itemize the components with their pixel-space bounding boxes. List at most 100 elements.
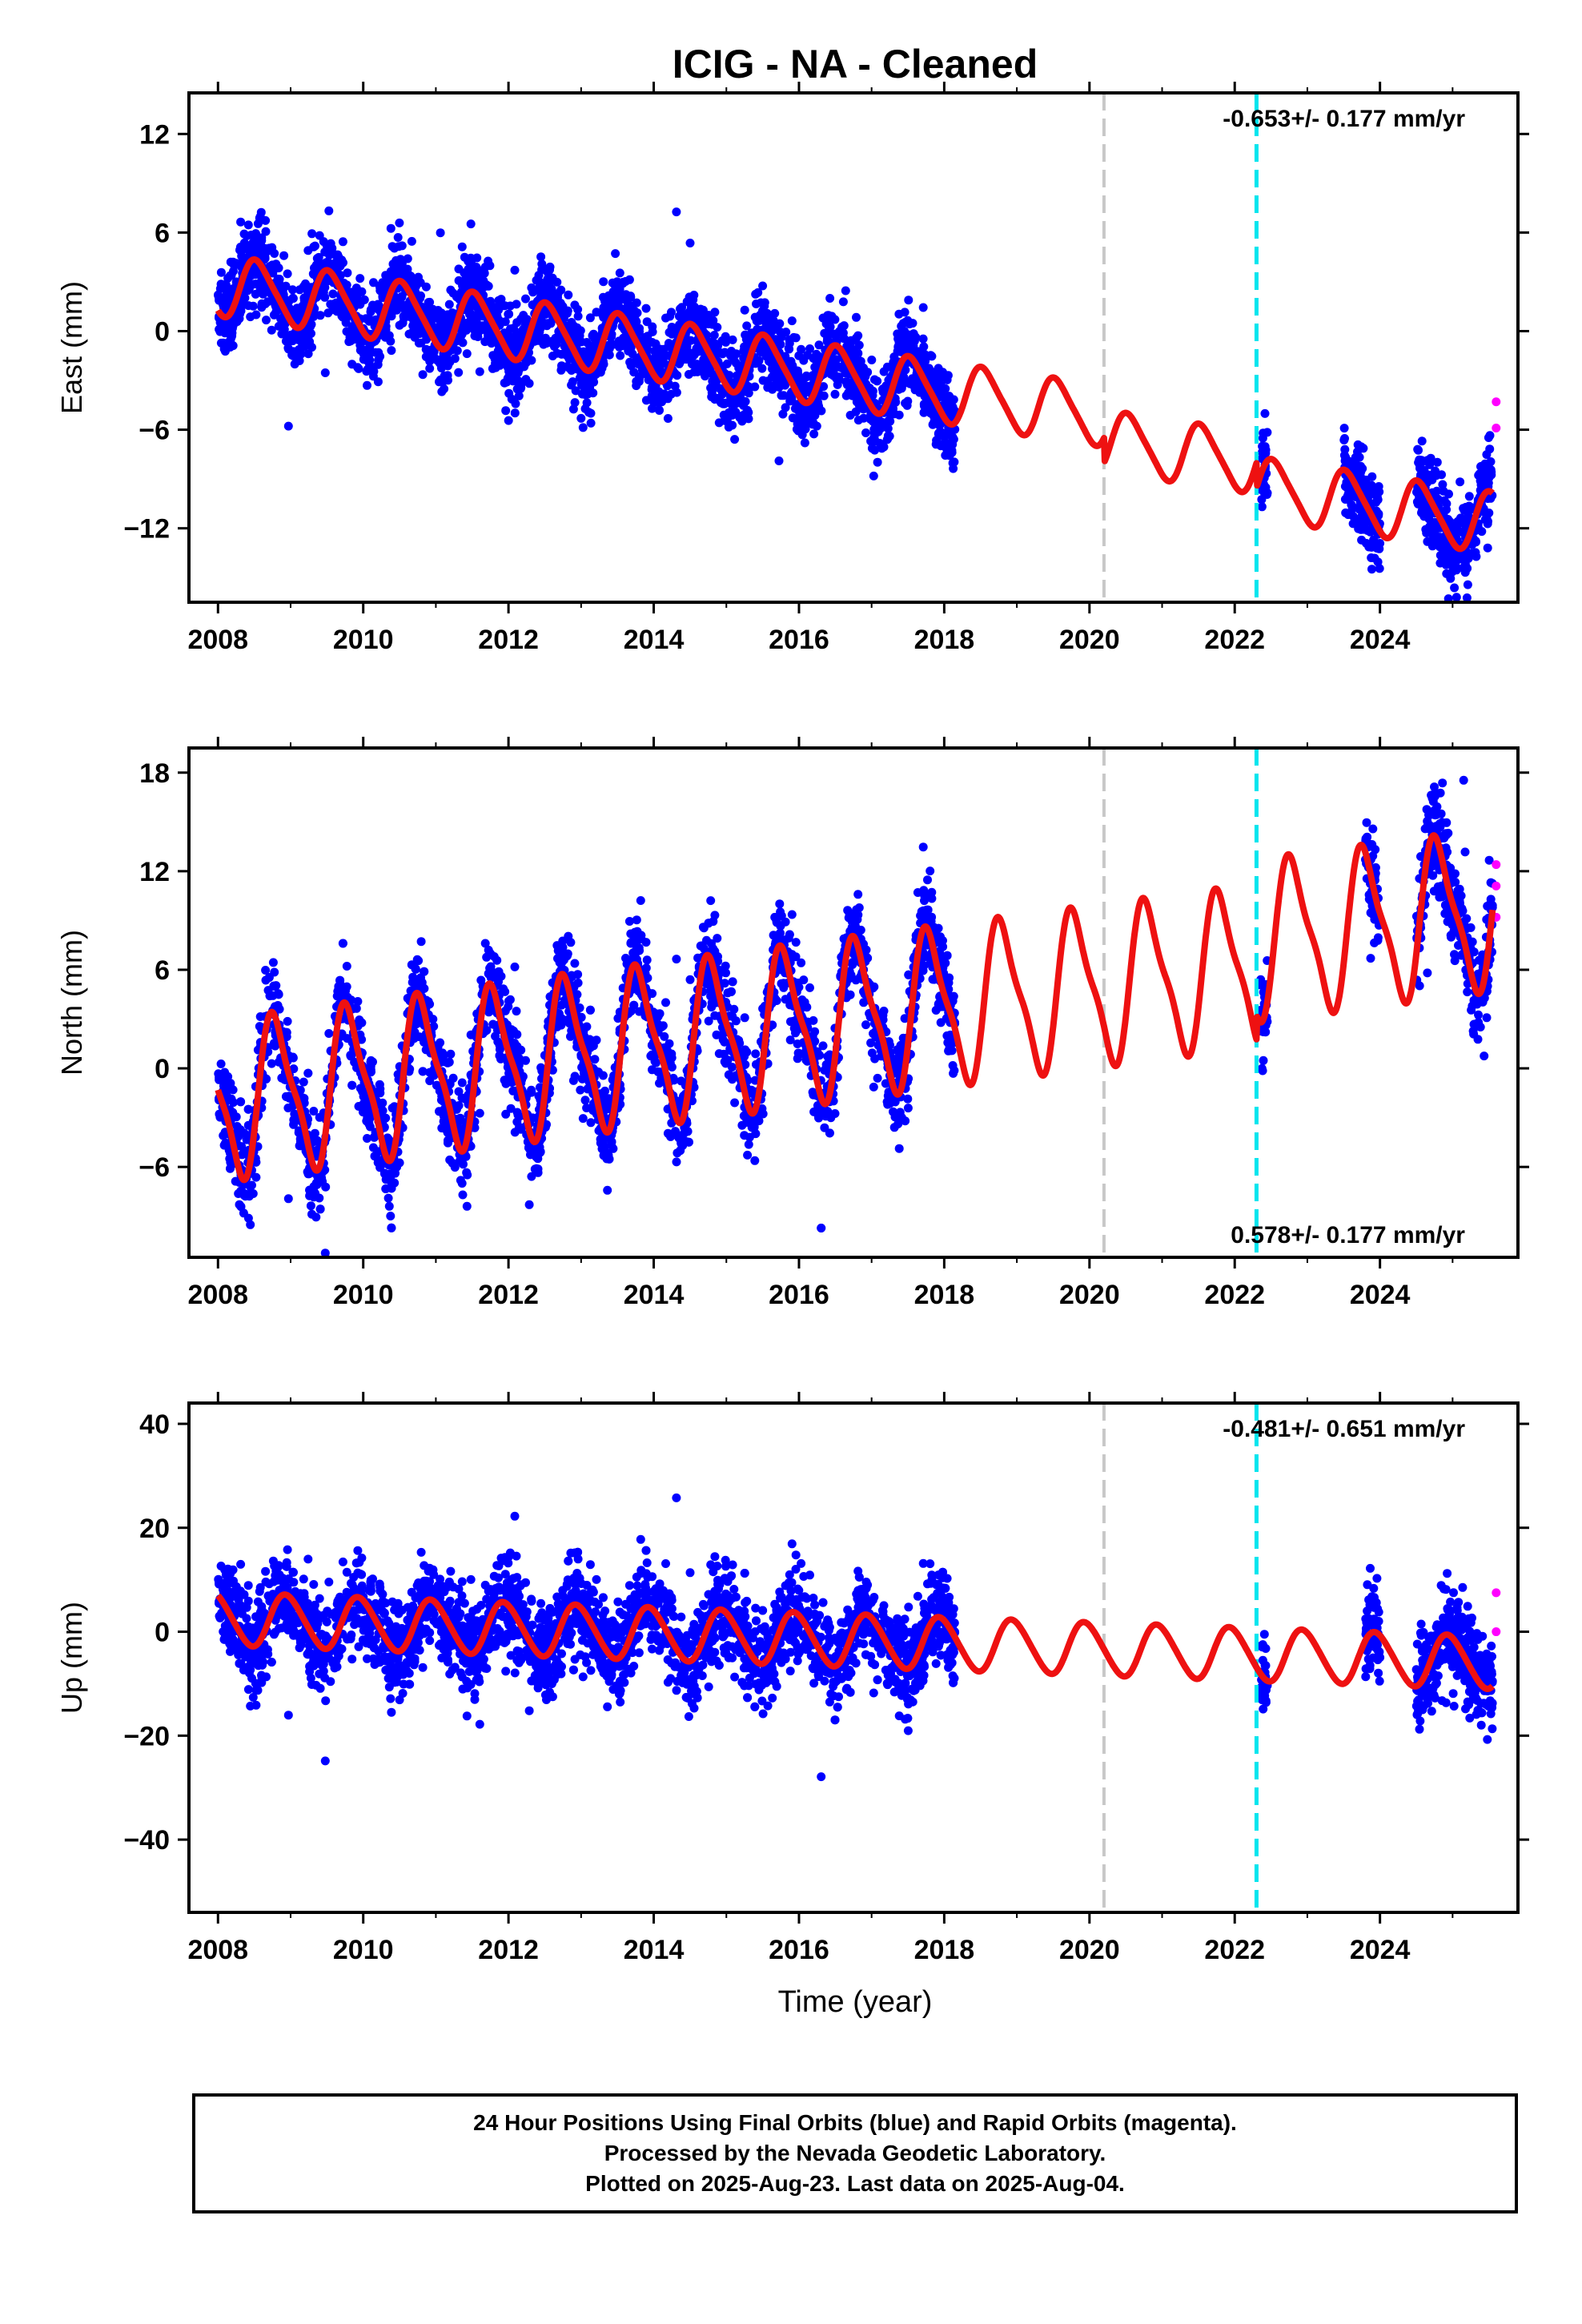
final-orbit-point — [611, 249, 620, 259]
final-orbit-point — [552, 340, 561, 349]
final-orbit-point — [442, 372, 452, 382]
y-axis-label: East (mm) — [55, 281, 88, 414]
x-tick-label: 2014 — [624, 625, 685, 655]
final-orbit-point — [1452, 521, 1461, 531]
final-orbit-point — [515, 380, 524, 390]
final-orbit-point — [793, 426, 803, 436]
final-orbit-point — [757, 364, 767, 373]
final-orbit-point — [1340, 495, 1350, 504]
final-orbit-point — [355, 300, 365, 309]
final-orbit-point — [596, 368, 605, 377]
final-orbit-point — [634, 376, 644, 386]
final-orbit-point — [1339, 424, 1349, 433]
final-orbit-point — [510, 408, 520, 418]
final-orbit-point — [308, 269, 318, 279]
final-orbit-point — [1481, 464, 1491, 473]
final-orbit-point — [685, 239, 695, 247]
final-orbit-point — [444, 300, 454, 309]
final-orbit-point — [615, 268, 624, 278]
final-orbit-point — [545, 265, 554, 275]
final-orbit-point — [788, 413, 797, 423]
x-tick-label: 2022 — [1204, 625, 1265, 655]
final-orbit-point — [269, 310, 279, 320]
final-orbit-point — [949, 435, 958, 444]
final-orbit-point — [912, 376, 921, 386]
final-orbit-point — [693, 307, 703, 316]
final-orbit-point — [707, 392, 717, 401]
final-orbit-point — [751, 289, 761, 299]
final-orbit-point — [692, 360, 701, 369]
final-orbit-point — [944, 402, 954, 412]
final-orbit-point — [763, 376, 773, 386]
final-orbit-point — [407, 236, 416, 246]
final-orbit-point — [663, 414, 673, 423]
final-orbit-point — [919, 400, 929, 409]
final-orbit-point — [837, 363, 846, 372]
final-orbit-point — [326, 300, 335, 309]
final-orbit-point — [869, 471, 878, 480]
final-orbit-point — [661, 313, 670, 323]
final-orbit-point — [848, 389, 857, 399]
final-orbit-point — [608, 340, 618, 349]
final-orbit-point — [919, 408, 929, 417]
final-orbit-point — [443, 361, 452, 371]
final-orbit-point — [853, 331, 863, 340]
final-orbit-point — [516, 314, 526, 324]
final-orbit-point — [216, 1059, 226, 1068]
final-orbit-point — [825, 322, 835, 332]
final-orbit-point — [1260, 408, 1270, 418]
final-orbit-point — [457, 1078, 467, 1088]
final-orbit-point — [573, 304, 583, 314]
final-orbit-point — [309, 1107, 319, 1116]
final-orbit-point — [737, 416, 747, 426]
x-tick-label: 2016 — [769, 625, 829, 655]
final-orbit-point — [396, 296, 405, 305]
final-orbit-point — [802, 372, 812, 381]
final-orbit-point — [608, 278, 617, 287]
final-orbit-point — [271, 261, 280, 271]
final-orbit-point — [655, 406, 664, 415]
final-orbit-point — [918, 842, 928, 852]
final-orbit-point — [875, 439, 885, 448]
final-orbit-point — [394, 242, 404, 251]
final-orbit-point — [543, 279, 552, 288]
final-orbit-point — [676, 357, 685, 367]
final-orbit-point — [586, 408, 596, 418]
final-orbit-point — [1460, 568, 1470, 577]
final-orbit-point — [458, 1190, 468, 1200]
final-orbit-point — [381, 271, 391, 280]
final-orbit-point — [676, 304, 685, 314]
final-orbit-point — [435, 377, 444, 387]
final-orbit-point — [542, 339, 551, 348]
final-orbit-point — [567, 380, 576, 390]
final-orbit-point — [588, 388, 598, 398]
final-orbit-point — [334, 305, 343, 315]
final-orbit-point — [1442, 505, 1452, 514]
final-orbit-point — [386, 223, 396, 233]
final-orbit-point — [1441, 560, 1451, 569]
final-orbit-point — [575, 331, 584, 340]
final-orbit-point — [560, 342, 569, 352]
final-orbit-point — [873, 1073, 882, 1083]
final-orbit-point — [221, 339, 231, 348]
final-orbit-point — [570, 398, 580, 408]
rate-label: -0.653+/- 0.177 mm/yr — [1223, 106, 1465, 132]
final-orbit-point — [727, 411, 737, 420]
final-orbit-point — [1452, 593, 1461, 602]
final-orbit-point — [303, 349, 313, 359]
final-orbit-point — [775, 376, 785, 385]
final-orbit-point — [221, 280, 231, 290]
final-orbit-point — [548, 352, 557, 360]
final-orbit-point — [878, 388, 888, 397]
final-orbit-point — [599, 360, 608, 369]
final-orbit-point — [542, 321, 552, 331]
final-orbit-point — [457, 242, 467, 251]
y-tick-label: 6 — [155, 218, 170, 248]
final-orbit-point — [309, 242, 319, 251]
final-orbit-point — [889, 409, 899, 419]
final-orbit-point — [931, 440, 941, 449]
x-tick-label: 2020 — [1059, 625, 1120, 655]
final-orbit-point — [436, 228, 445, 238]
final-orbit-point — [586, 418, 596, 428]
final-orbit-point — [564, 290, 573, 300]
